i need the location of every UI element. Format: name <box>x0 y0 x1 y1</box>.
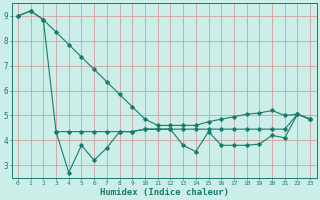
X-axis label: Humidex (Indice chaleur): Humidex (Indice chaleur) <box>100 188 228 197</box>
